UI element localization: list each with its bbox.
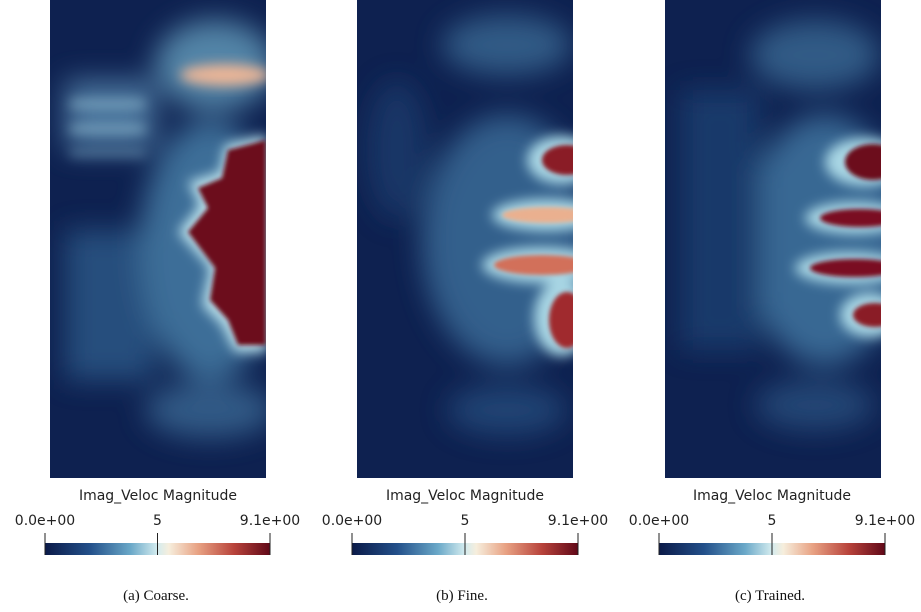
field-fine (357, 0, 573, 478)
colorbar-title: Imag_Veloc Magnitude (79, 488, 237, 504)
colorbar-tick-label: 9.1e+00 (240, 513, 300, 529)
colorbar-tick-label: 5 (153, 513, 162, 529)
caption: (c) Trained. (735, 588, 805, 604)
colorbar-tick-label: 9.1e+00 (548, 513, 608, 529)
caption: (b) Fine. (436, 588, 488, 604)
colorbar-tick-label: 0.0e+00 (15, 513, 75, 529)
colorbar-tick-label: 5 (768, 513, 777, 529)
colorbar-tick-label: 9.1e+00 (855, 513, 915, 529)
colorbar-title: Imag_Veloc Magnitude (693, 488, 851, 504)
colorbar-title: Imag_Veloc Magnitude (386, 488, 544, 504)
field-trained (665, 0, 881, 478)
field-coarse (50, 0, 266, 478)
colorbar-tick-label: 0.0e+00 (322, 513, 382, 529)
colorbar-tick-label: 5 (461, 513, 470, 529)
colorbar-tick-label: 0.0e+00 (629, 513, 689, 529)
caption: (a) Coarse. (123, 588, 189, 604)
